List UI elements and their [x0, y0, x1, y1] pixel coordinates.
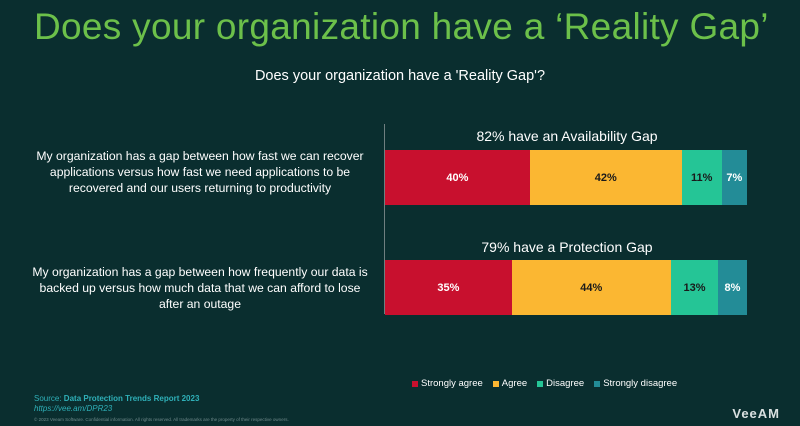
stacked-bar-protection: 35% 44% 13% 8% [385, 260, 747, 315]
legend-swatch [594, 380, 601, 387]
legend-label: Disagree [546, 378, 585, 389]
bar-segment-agree: 44% [511, 260, 671, 315]
copyright-notice: © 2023 Veeam Software. Confidential info… [34, 417, 289, 422]
legend-label: Strongly disagree [603, 378, 678, 389]
bar-segment-strongly-agree: 40% [385, 150, 530, 205]
source-url: https://vee.am/DPR23 [34, 404, 113, 413]
data-label: 13% [683, 281, 706, 294]
legend-swatch [492, 380, 499, 387]
bar-segment-agree: 42% [529, 150, 682, 205]
data-label: 8% [724, 281, 741, 294]
source-prefix: Source: [34, 394, 64, 403]
bar-segment-disagree: 11% [681, 150, 722, 205]
legend-label: Strongly agree [421, 378, 483, 389]
legend-item: Agree [492, 378, 528, 389]
data-label: 7% [726, 171, 743, 184]
chart-legend: Strongly agree Agree Disagree Strongly disa… [412, 378, 677, 389]
bar-title-protection-gap: 79% have a Protection Gap [481, 239, 653, 255]
legend-item: Strongly agree [412, 378, 483, 389]
legend-item: Disagree [537, 378, 584, 389]
category-label-availability: My organization has a gap between how fa… [36, 149, 364, 195]
chart-title: Does your organization have a 'Reality G… [254, 68, 546, 84]
source-citation: Source: Data Protection Trends Report 20… [34, 394, 199, 403]
legend-label: Agree [501, 378, 528, 389]
bar-segment-strongly-agree: 35% [385, 260, 512, 315]
legend-swatch [537, 380, 544, 387]
slide-title: Does your organization have a ‘Reality G… [34, 6, 769, 47]
data-label: 11% [691, 171, 713, 184]
bar-segment-strongly-disagree: 7% [721, 150, 747, 205]
veeam-logo: VeeAM [732, 406, 780, 421]
data-label: 35% [437, 281, 460, 294]
stacked-bar-availability: 40% 42% 11% 7% [385, 150, 747, 205]
bar-segment-strongly-disagree: 8% [718, 260, 747, 315]
bar-segment-disagree: 13% [670, 260, 718, 315]
source-report-title: Data Protection Trends Report 2023 [63, 394, 200, 403]
category-axis-line [384, 124, 385, 314]
data-label: 40% [446, 171, 469, 184]
data-label: 42% [594, 171, 617, 184]
category-label-protection: My organization has a gap between how fr… [32, 265, 368, 311]
legend-swatch [412, 380, 418, 387]
data-label: 44% [580, 281, 603, 294]
legend-item: Strongly disagree [594, 378, 677, 389]
bar-title-availability-gap: 82% have an Availability Gap [476, 128, 658, 144]
